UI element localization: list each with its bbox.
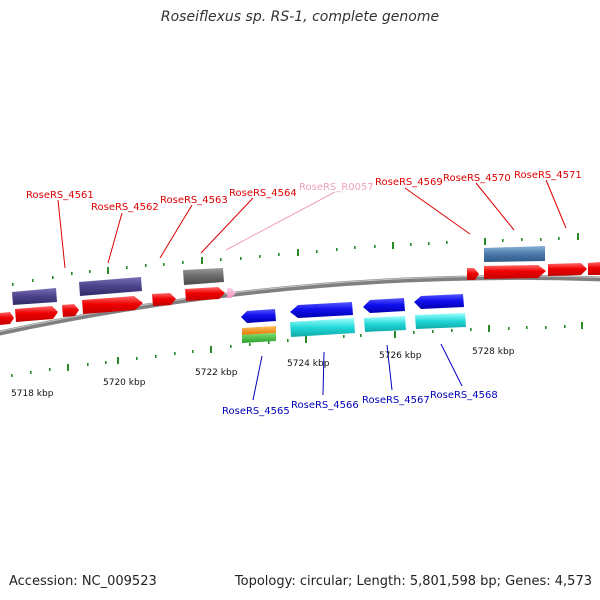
gene-label[interactable]: RoseRS_4565 bbox=[222, 406, 290, 417]
feature-box[interactable] bbox=[484, 246, 545, 262]
gene-arrow[interactable] bbox=[62, 304, 79, 317]
reverse-gene-arrows[interactable] bbox=[241, 294, 464, 323]
reverse-gene-labels: RoseRS_4565 RoseRS_4566 RoseRS_4567 Rose… bbox=[222, 390, 498, 417]
gene-arrow[interactable] bbox=[484, 265, 546, 279]
forward-gene-labels: RoseRS_4561 RoseRS_4562 RoseRS_4563 Rose… bbox=[26, 170, 582, 213]
gene-label[interactable]: RoseRS_4569 bbox=[375, 177, 443, 188]
gene-arrow[interactable] bbox=[588, 262, 600, 275]
rna-leader-line bbox=[225, 191, 336, 251]
forward-leader-lines bbox=[57, 179, 567, 269]
forward-tick-marks bbox=[107, 233, 579, 274]
ruler-labels: 5718 kbp 5720 kbp 5722 kbp 5724 kbp 5726… bbox=[11, 347, 515, 399]
gene-label[interactable]: RoseRS_4562 bbox=[91, 202, 159, 213]
gene-arrow[interactable] bbox=[363, 298, 405, 313]
gene-arrow[interactable] bbox=[548, 263, 587, 276]
gene-arrow[interactable] bbox=[15, 306, 58, 322]
feature-box[interactable] bbox=[364, 316, 406, 332]
gene-label[interactable]: RoseRS_4567 bbox=[362, 395, 430, 406]
feature-box[interactable] bbox=[242, 333, 276, 343]
gene-arrow[interactable] bbox=[82, 296, 143, 314]
gene-label[interactable]: RoseRS_4561 bbox=[26, 190, 94, 201]
forward-gene-arrows[interactable] bbox=[0, 262, 600, 325]
reverse-tick-dots bbox=[11, 325, 566, 377]
gene-arrow[interactable] bbox=[290, 302, 353, 318]
gene-label[interactable]: RoseRS_4571 bbox=[514, 170, 582, 181]
reverse-leader-lines bbox=[252, 343, 463, 401]
gene-arrow[interactable] bbox=[414, 294, 464, 309]
gene-label[interactable]: RoseRS_4564 bbox=[229, 188, 297, 199]
rna-label[interactable]: RoseRS_R0057 bbox=[299, 182, 374, 193]
gene-arrow[interactable] bbox=[467, 268, 479, 280]
feature-box[interactable] bbox=[242, 326, 276, 335]
ruler-label: 5724 kbp bbox=[287, 359, 330, 369]
feature-box[interactable] bbox=[415, 313, 466, 329]
gene-label[interactable]: RoseRS_4570 bbox=[443, 173, 511, 184]
ruler-label: 5728 kbp bbox=[472, 347, 515, 357]
gene-label[interactable]: RoseRS_4563 bbox=[160, 195, 228, 206]
ruler-label: 5726 kbp bbox=[379, 351, 422, 361]
feature-box[interactable] bbox=[79, 277, 142, 296]
ruler-label: 5718 kbp bbox=[11, 389, 54, 399]
ruler-label: 5722 kbp bbox=[195, 368, 238, 378]
reverse-tick-marks bbox=[67, 322, 583, 371]
feature-box[interactable] bbox=[183, 268, 224, 285]
accession-text: Accession: NC_009523 bbox=[9, 574, 157, 589]
rna-arrow[interactable] bbox=[227, 288, 236, 298]
ruler-label: 5720 kbp bbox=[103, 378, 146, 388]
forward-feature-boxes[interactable] bbox=[12, 246, 545, 305]
gene-arrow[interactable] bbox=[185, 287, 225, 301]
gene-label[interactable]: RoseRS_4568 bbox=[430, 390, 498, 401]
reverse-feature-boxes[interactable] bbox=[242, 313, 466, 343]
gene-arrow[interactable] bbox=[241, 309, 276, 323]
gene-label[interactable]: RoseRS_4566 bbox=[291, 400, 359, 411]
feature-box[interactable] bbox=[290, 318, 355, 337]
topology-text: Topology: circular; Length: 5,801,598 bp… bbox=[234, 574, 592, 589]
gene-arrow[interactable] bbox=[0, 312, 14, 325]
forward-tick-dots bbox=[12, 237, 560, 286]
feature-box[interactable] bbox=[12, 288, 57, 305]
map-title: Roseiflexus sp. RS-1, complete genome bbox=[160, 9, 440, 25]
gene-arrow[interactable] bbox=[152, 293, 176, 306]
